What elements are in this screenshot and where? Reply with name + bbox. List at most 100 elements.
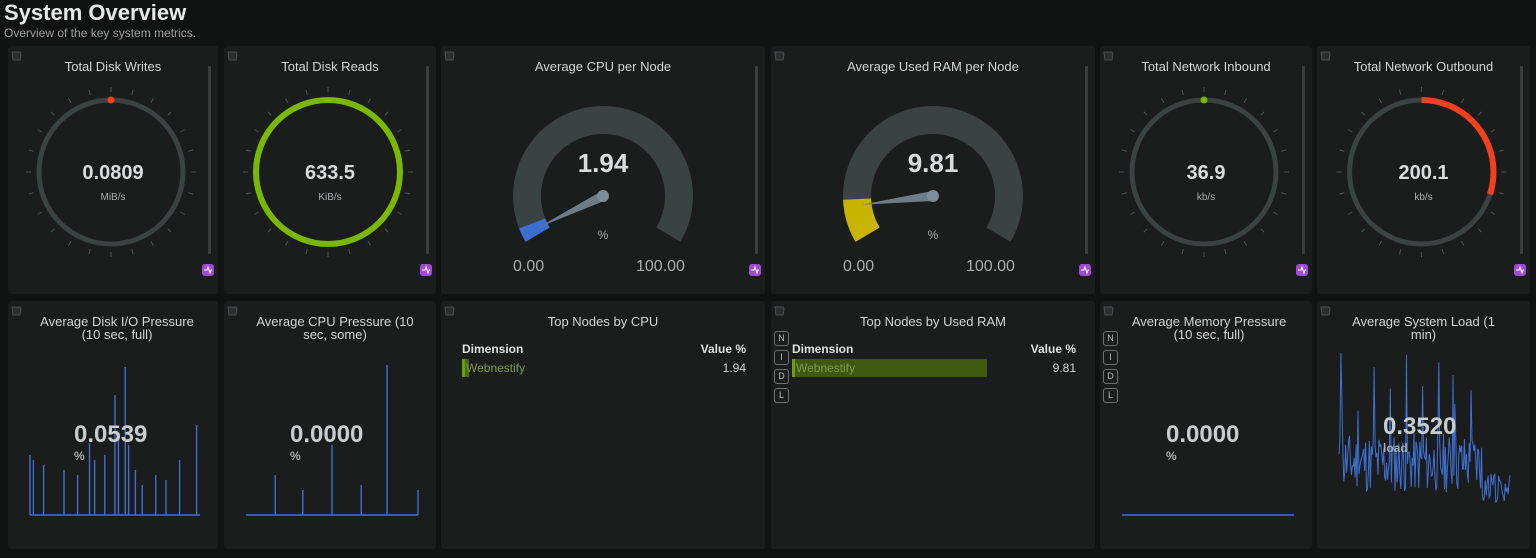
gauge-tick — [88, 89, 91, 95]
gauge-min: 0.00 — [843, 258, 875, 275]
gauge-tick — [50, 228, 55, 233]
panel-graphics — [774, 51, 1091, 276]
panel-scrollbar — [1302, 66, 1305, 254]
gauge-tick — [1161, 98, 1165, 103]
gauge-tick — [1273, 211, 1278, 215]
panel-title: Average Memory Pressure (10 sec, full) — [1131, 314, 1287, 342]
gauge-tick — [188, 192, 194, 195]
gauge-value: 200.1 — [1398, 162, 1449, 184]
gauge-value: 1.94 — [577, 148, 629, 178]
side-button-n[interactable]: N — [774, 331, 789, 346]
gauge-tick — [180, 211, 185, 215]
side-button-n[interactable]: N — [1103, 331, 1118, 346]
gauge-tick — [1361, 228, 1366, 233]
gauge-tick — [1130, 211, 1135, 215]
panel-total-disk-writes[interactable]: Total Disk Writes 0.0809 MiB/s — [8, 46, 218, 294]
gauge-tick — [1490, 211, 1496, 215]
panel-title: Total Network Outbound — [1353, 59, 1494, 74]
panel-title: Average Disk I/O Pressure (10 sec, full) — [40, 314, 194, 342]
gauge-tick — [28, 149, 34, 152]
gauge-tick — [131, 249, 134, 255]
gauge-tick — [397, 211, 402, 215]
gauge-tick — [1461, 98, 1465, 103]
panel-title: Total Disk Writes — [64, 59, 162, 74]
gauge-arc-track — [513, 106, 693, 242]
row-value-bar — [462, 359, 469, 377]
side-button-i[interactable]: I — [774, 350, 789, 365]
gauge-tick — [37, 129, 42, 133]
table-row[interactable]: Webnestify 9.81 — [792, 358, 1076, 378]
table-row[interactable]: Webnestify 1.94 — [462, 358, 746, 378]
panel-average-disk-io-pressure[interactable]: Average Disk I/O Pressure (10 sec, full)… — [8, 301, 218, 549]
side-button-i[interactable]: I — [1103, 350, 1118, 365]
gauge-tick — [285, 241, 289, 246]
gauge-tick — [1224, 89, 1227, 95]
gauge-unit: % — [927, 228, 939, 242]
gauge-tick — [1347, 211, 1353, 215]
chart-badge-icon — [202, 264, 214, 276]
corner-icon — [774, 306, 785, 316]
row-value: 9.81 — [1052, 361, 1076, 375]
gauge-tick — [1161, 241, 1165, 246]
panel-total-network-outbound[interactable]: Total Network Outbound 200.1 kb/s — [1317, 46, 1530, 294]
gauge-tick — [1490, 129, 1496, 133]
chart-badge-icon — [420, 264, 432, 276]
panel-top-nodes-by-cpu[interactable]: Top Nodes by CPU Dimension Value % Webne… — [441, 301, 765, 549]
gauge-min: 0.00 — [513, 258, 545, 275]
gauge-tick — [267, 228, 272, 233]
gauge-marker — [107, 96, 115, 104]
panel-graphics — [227, 306, 419, 516]
page-header: System Overview Overview of the key syst… — [4, 0, 196, 40]
panel-title: Average CPU per Node — [534, 59, 672, 74]
gauge-needle — [538, 191, 606, 228]
panel-average-cpu-per-node[interactable]: Average CPU per Node 1.94 % 0.00 100.00 — [441, 46, 765, 294]
side-button-l[interactable]: L — [774, 388, 789, 403]
side-button-d[interactable]: D — [1103, 369, 1118, 384]
side-button-d[interactable]: D — [774, 369, 789, 384]
panel-graphics — [11, 306, 200, 516]
panel-total-network-inbound[interactable]: Total Network Inbound 36.9 kb/s — [1100, 46, 1312, 294]
panel-scrollbar — [1085, 66, 1088, 254]
gauge-unit: kb/s — [1196, 192, 1216, 203]
gauge-tick — [405, 149, 411, 152]
panel-average-cpu-pressure[interactable]: Average CPU Pressure (10 sec, some) 0.00… — [224, 301, 436, 549]
gauge-tick — [367, 98, 371, 103]
gauge-needle-hub — [597, 190, 609, 202]
corner-icon — [774, 51, 785, 61]
panel-total-disk-reads[interactable]: Total Disk Reads 633.5 KiB/s — [224, 46, 436, 294]
page-title: System Overview — [4, 0, 187, 25]
row-value-bar — [792, 359, 987, 377]
top-nodes-table: Dimension Value % Webnestify 1.94 — [462, 342, 746, 378]
panel-average-memory-pressure[interactable]: Average Memory Pressure (10 sec, full) N… — [1100, 301, 1312, 549]
row-dimension: Webnestify — [796, 361, 856, 375]
side-button-l[interactable]: L — [1103, 388, 1118, 403]
gauge-unit: kb/s — [1414, 192, 1433, 203]
panel-scrollbar — [1520, 66, 1523, 254]
panel-top-nodes-by-used-ram[interactable]: Top Nodes by Used RAM N I D L Dimension … — [771, 301, 1095, 549]
gauge-tick — [1441, 89, 1444, 95]
panel-average-used-ram-per-node[interactable]: Average Used RAM per Node 9.81 % 0.00 10… — [771, 46, 1095, 294]
gauge-unit: KiB/s — [318, 192, 342, 203]
gauge-tick — [1378, 98, 1382, 103]
row-dimension: Webnestify — [466, 361, 526, 375]
gauge-tick — [1143, 228, 1148, 233]
panel-title: Top Nodes by Used RAM — [860, 314, 1006, 329]
gauge-tick — [285, 98, 289, 103]
gauge-tick — [1477, 111, 1482, 116]
gauge-tick — [1143, 111, 1148, 116]
gauge-tick — [1121, 192, 1127, 195]
gauge-tick — [37, 211, 42, 215]
gauge-arc-track — [843, 106, 1023, 242]
gauge-tick — [1121, 149, 1127, 152]
spark-value: 0.0000 — [1166, 421, 1240, 448]
panel-scrollbar — [755, 66, 758, 254]
gauge-tick — [384, 228, 389, 233]
panel-title: Total Disk Reads — [281, 59, 379, 74]
chart-badge-icon — [1296, 264, 1308, 276]
gauge-tick — [188, 149, 194, 152]
corner-icon — [1320, 51, 1331, 61]
gauge-tick — [245, 149, 251, 152]
gauge-value: 9.81 — [907, 148, 959, 178]
panel-average-system-load[interactable]: Average System Load (1 min) 0.3520 load — [1317, 301, 1530, 549]
gauge-tick — [88, 249, 91, 255]
